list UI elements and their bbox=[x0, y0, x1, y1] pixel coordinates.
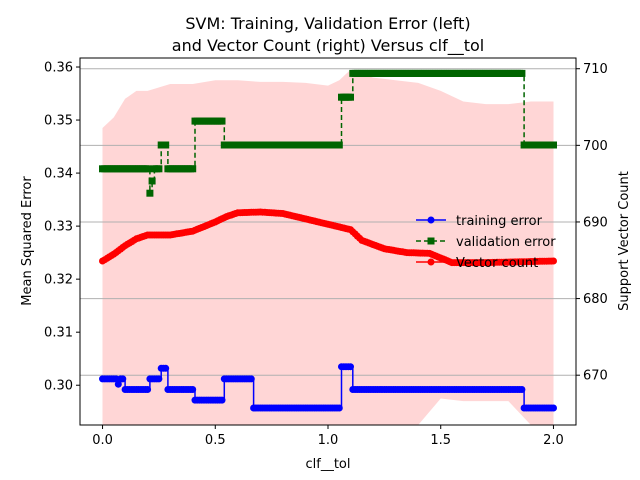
point-validation bbox=[218, 117, 226, 125]
legend: training error validation error Vector c… bbox=[416, 214, 556, 271]
point-training bbox=[347, 363, 354, 371]
point-validation bbox=[518, 69, 526, 77]
legend-label-training: training error bbox=[456, 214, 543, 229]
y-right-tick-label: 710 bbox=[583, 62, 608, 77]
legend-entry-vector: Vector count bbox=[416, 256, 538, 271]
point-training bbox=[218, 396, 226, 404]
legend-marker-validation bbox=[427, 237, 435, 245]
series-vector bbox=[99, 208, 557, 267]
y-left-tick-label: 0.36 bbox=[44, 61, 73, 76]
x-tick-label: 2.0 bbox=[543, 433, 564, 448]
point-training bbox=[550, 404, 557, 412]
y-right-tick-label: 690 bbox=[583, 215, 608, 230]
point-training bbox=[518, 386, 526, 393]
y-axis-left: 0.30 0.31 0.32 0.33 0.34 0.35 0.36 bbox=[44, 61, 80, 394]
legend-entry-training: training error bbox=[416, 214, 543, 229]
point-training bbox=[247, 375, 255, 383]
point-validation bbox=[550, 141, 557, 149]
x-tick-label: 0.5 bbox=[205, 433, 226, 448]
y-left-tick-label: 0.35 bbox=[44, 114, 73, 129]
legend-label-validation: validation error bbox=[456, 235, 556, 250]
series-training bbox=[99, 363, 557, 412]
y-left-tick-label: 0.31 bbox=[44, 326, 73, 341]
y-right-tick-label: 700 bbox=[583, 139, 608, 154]
x-axis-label: clf__tol bbox=[306, 457, 351, 472]
point-training bbox=[144, 386, 152, 393]
point-validation bbox=[155, 165, 163, 173]
y-left-tick-label: 0.32 bbox=[44, 273, 73, 288]
point-validation bbox=[347, 93, 354, 101]
point-validation bbox=[189, 165, 197, 173]
y-left-tick-label: 0.30 bbox=[44, 379, 73, 394]
point-training bbox=[162, 364, 170, 372]
y-axis-right: 670 680 690 700 710 bbox=[576, 62, 608, 384]
point-vector bbox=[550, 257, 557, 265]
legend-label-vector: Vector count bbox=[456, 256, 538, 271]
point-validation bbox=[146, 189, 154, 197]
point-training bbox=[335, 404, 343, 412]
y-left-tick-label: 0.34 bbox=[44, 167, 73, 182]
legend-marker-vector bbox=[427, 258, 435, 266]
point-training bbox=[119, 375, 127, 383]
series-validation bbox=[99, 69, 557, 197]
y-right-tick-label: 680 bbox=[583, 292, 608, 307]
chart-title-line1: SVM: Training, Validation Error (left) bbox=[185, 14, 470, 33]
x-tick-label: 1.5 bbox=[430, 433, 451, 448]
chart-title-line2: and Vector Count (right) Versus clf__tol bbox=[172, 36, 484, 56]
point-training bbox=[189, 386, 197, 393]
x-tick-label: 0.0 bbox=[92, 433, 113, 448]
point-validation bbox=[335, 141, 343, 149]
point-validation bbox=[148, 177, 156, 185]
legend-marker-training bbox=[427, 216, 435, 224]
point-training bbox=[155, 375, 163, 383]
y-axis-left-label: Mean Squared Error bbox=[20, 176, 35, 306]
point-training bbox=[114, 380, 122, 388]
x-axis: 0.0 0.5 1.0 1.5 2.0 bbox=[92, 425, 564, 448]
y-left-tick-label: 0.33 bbox=[44, 220, 73, 235]
legend-entry-validation: validation error bbox=[416, 235, 556, 250]
point-validation bbox=[162, 141, 170, 149]
x-tick-label: 1.0 bbox=[318, 433, 339, 448]
series-layer bbox=[99, 69, 557, 412]
y-right-tick-label: 670 bbox=[583, 369, 608, 384]
confidence-band-area bbox=[102, 69, 554, 425]
confidence-band bbox=[102, 69, 554, 425]
y-axis-right-label: Support Vector Count bbox=[617, 171, 632, 311]
point-validation bbox=[144, 165, 152, 173]
